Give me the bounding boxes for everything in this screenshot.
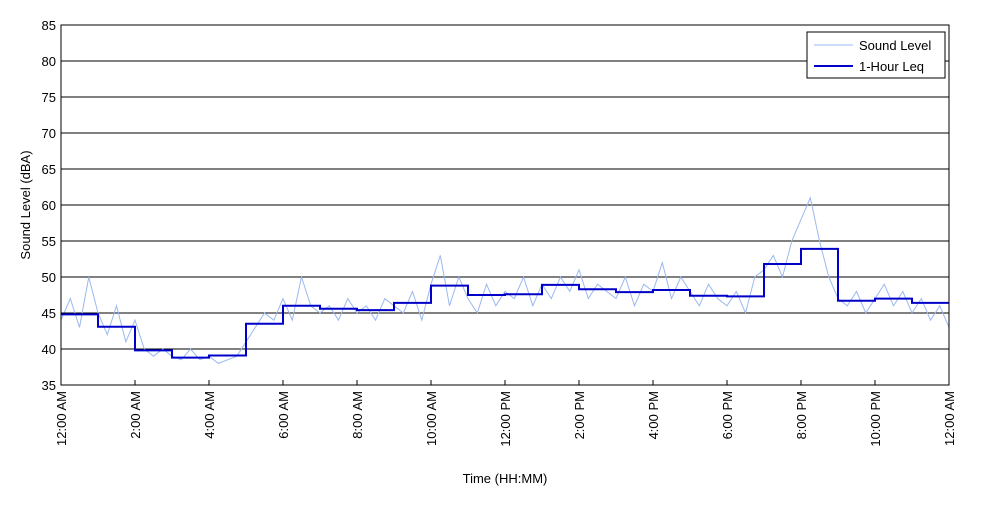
grid-lines	[61, 60, 949, 350]
y-tick-label-80: 80	[42, 54, 56, 69]
x-axis-label: Time (HH:MM)	[463, 471, 548, 486]
x-tick-label-10: 8:00 PM	[794, 391, 809, 439]
x-tick-label-3: 6:00 AM	[276, 391, 291, 439]
x-tick-label-11: 10:00 PM	[868, 391, 883, 447]
y-tick-label-45: 45	[42, 306, 56, 321]
x-tick-label-8: 4:00 PM	[646, 391, 661, 439]
x-tick-label-9: 6:00 PM	[720, 391, 735, 439]
legend-box	[806, 31, 946, 79]
y-tick-label-55: 55	[42, 234, 56, 249]
series-layer	[60, 196, 950, 364]
legend-label-1-hour-leq: 1-Hour Leq	[859, 59, 924, 74]
y-tick-label-35: 35	[42, 378, 56, 393]
series-line-1-hour-leq	[61, 247, 949, 359]
x-tick-label-6: 12:00 PM	[498, 391, 513, 447]
x-tick-label-4: 8:00 AM	[350, 391, 365, 439]
y-tick-label-50: 50	[42, 270, 56, 285]
y-axis-ticks: 35 40 45 50 55 60 65 70 75 80 85	[42, 18, 66, 393]
x-tick-label-12: 12:00 AM	[942, 391, 957, 446]
legend-label-sound-level: Sound Level	[859, 38, 931, 53]
x-tick-label-5: 10:00 AM	[424, 391, 439, 446]
legend: Sound Level 1-Hour Leq	[806, 31, 946, 79]
y-axis-label: Sound Level (dBA)	[18, 150, 33, 259]
x-tick-label-1: 2:00 AM	[128, 391, 143, 439]
y-tick-label-70: 70	[42, 126, 56, 141]
y-tick-label-40: 40	[42, 342, 56, 357]
x-axis-ticks: 12:00 AM 2:00 AM 4:00 AM 6:00 AM 8:00 AM 10:0…	[54, 380, 957, 447]
y-tick-label-60: 60	[42, 198, 56, 213]
x-tick-label-2: 4:00 AM	[202, 391, 217, 439]
x-tick-label-7: 2:00 PM	[572, 391, 587, 439]
x-tick-label-0: 12:00 AM	[54, 391, 69, 446]
y-tick-label-85: 85	[42, 18, 56, 33]
y-tick-label-65: 65	[42, 162, 56, 177]
y-tick-label-75: 75	[42, 90, 56, 105]
